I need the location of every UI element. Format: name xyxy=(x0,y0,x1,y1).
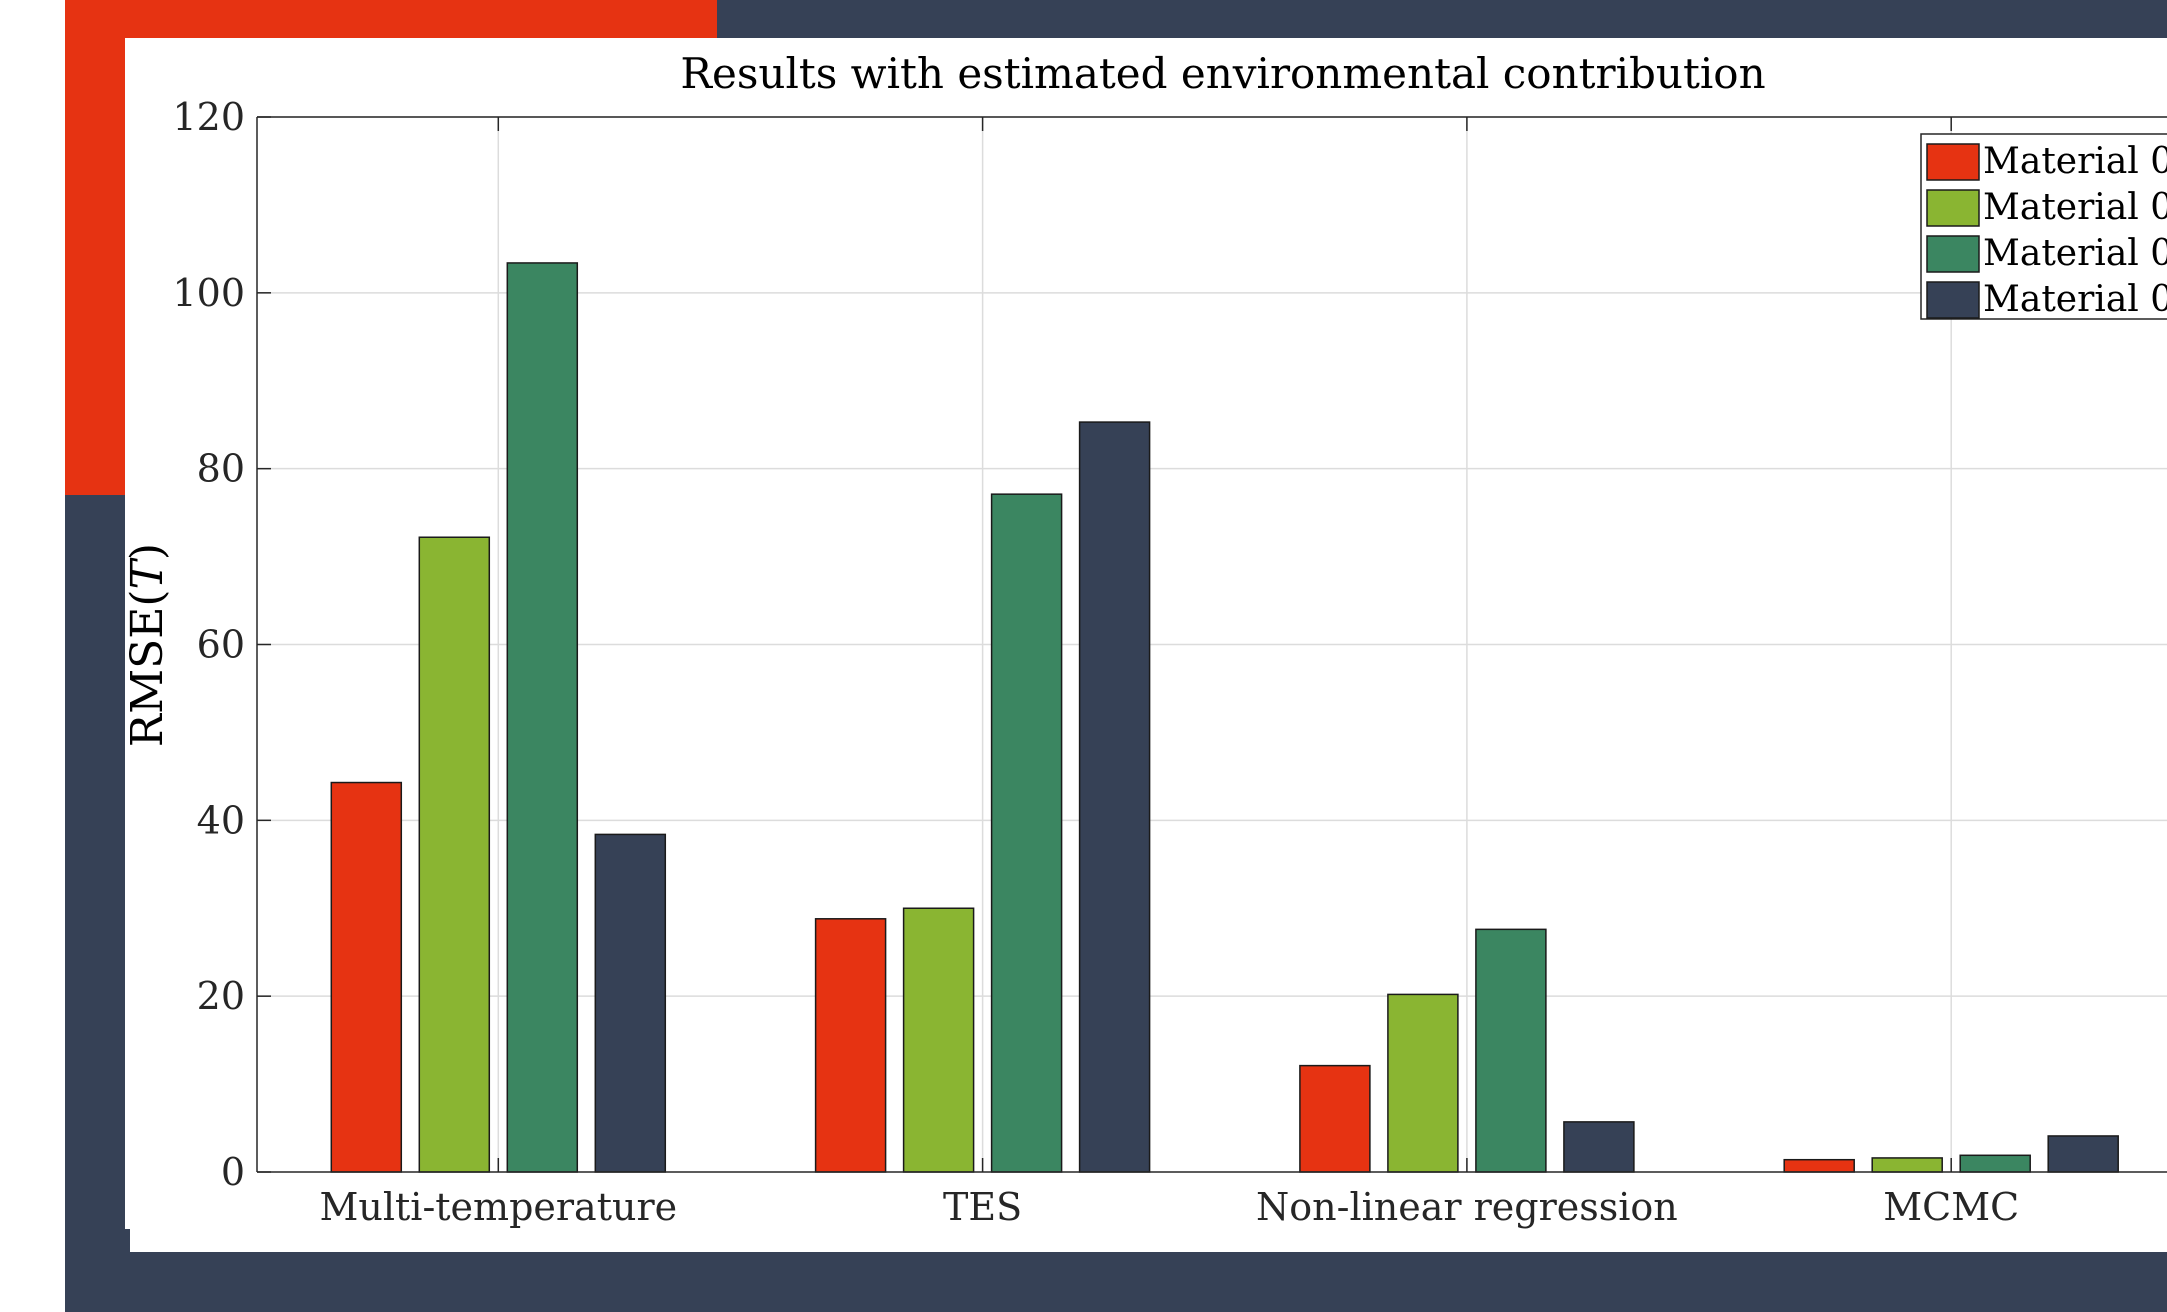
y-tick-label: 60 xyxy=(197,623,245,667)
legend-label: Material 02 xyxy=(1983,187,2167,228)
y-tick-labels: 0 20 40 60 80 100 120 xyxy=(172,95,245,1194)
bar-material-02-mcmc xyxy=(1871,1157,1943,1173)
y-tick-label: 0 xyxy=(221,1150,245,1194)
legend-label: Material 01 xyxy=(1983,141,2167,182)
bar-material-04-non-linear-regression xyxy=(1563,1121,1635,1173)
chart-title: Results with estimated environmental con… xyxy=(680,49,1765,98)
x-tick-label: Multi-temperature xyxy=(319,1185,677,1229)
bar-material-03-non-linear-regression xyxy=(1475,928,1547,1173)
legend-label: Material 03 xyxy=(1983,233,2167,274)
bars xyxy=(330,262,2119,1173)
bar-material-03-multi-temperature xyxy=(506,262,579,1173)
y-tick-label: 80 xyxy=(197,447,245,491)
chart-panel-bottom-edge xyxy=(130,1229,2167,1252)
bar-material-02-non-linear-regression xyxy=(1387,993,1459,1173)
legend-swatch xyxy=(1926,235,1980,273)
bar-material-04-multi-temperature xyxy=(594,833,667,1173)
bar-material-02-multi-temperature xyxy=(418,536,491,1173)
legend-swatch xyxy=(1926,189,1980,227)
bar-material-04-tes xyxy=(1078,421,1151,1173)
x-tick-label: Non-linear regression xyxy=(1256,1185,1678,1229)
bar-material-01-mcmc xyxy=(1783,1158,1855,1173)
y-tick-label: 120 xyxy=(172,95,245,139)
legend-swatch xyxy=(1926,143,1980,181)
y-tick-label: 20 xyxy=(197,974,245,1018)
x-tick-label: TES xyxy=(943,1185,1022,1229)
bar-material-03-tes xyxy=(990,493,1063,1173)
legend-swatch xyxy=(1926,281,1980,319)
x-tick-label: MCMC xyxy=(1883,1185,2019,1229)
axes xyxy=(256,116,2167,1173)
bar-material-01-non-linear-regression xyxy=(1299,1064,1371,1173)
bar-material-04-mcmc xyxy=(2047,1135,2119,1173)
bar-material-03-mcmc xyxy=(1959,1154,2031,1173)
y-tick-label: 40 xyxy=(197,798,245,842)
legend: Material 01 Material 02 Material 03 Materia… xyxy=(1920,133,2167,320)
x-tick-labels: Multi-temperature TES Non-linear regressio… xyxy=(319,1185,2019,1229)
bar-material-01-tes xyxy=(814,918,887,1173)
bar-material-02-tes xyxy=(902,907,975,1173)
y-tick-label: 100 xyxy=(172,271,245,315)
legend-label: Material 04 xyxy=(1983,279,2167,320)
bar-material-01-multi-temperature xyxy=(330,781,403,1173)
y-axis-label: RMSE(T) xyxy=(122,543,173,747)
